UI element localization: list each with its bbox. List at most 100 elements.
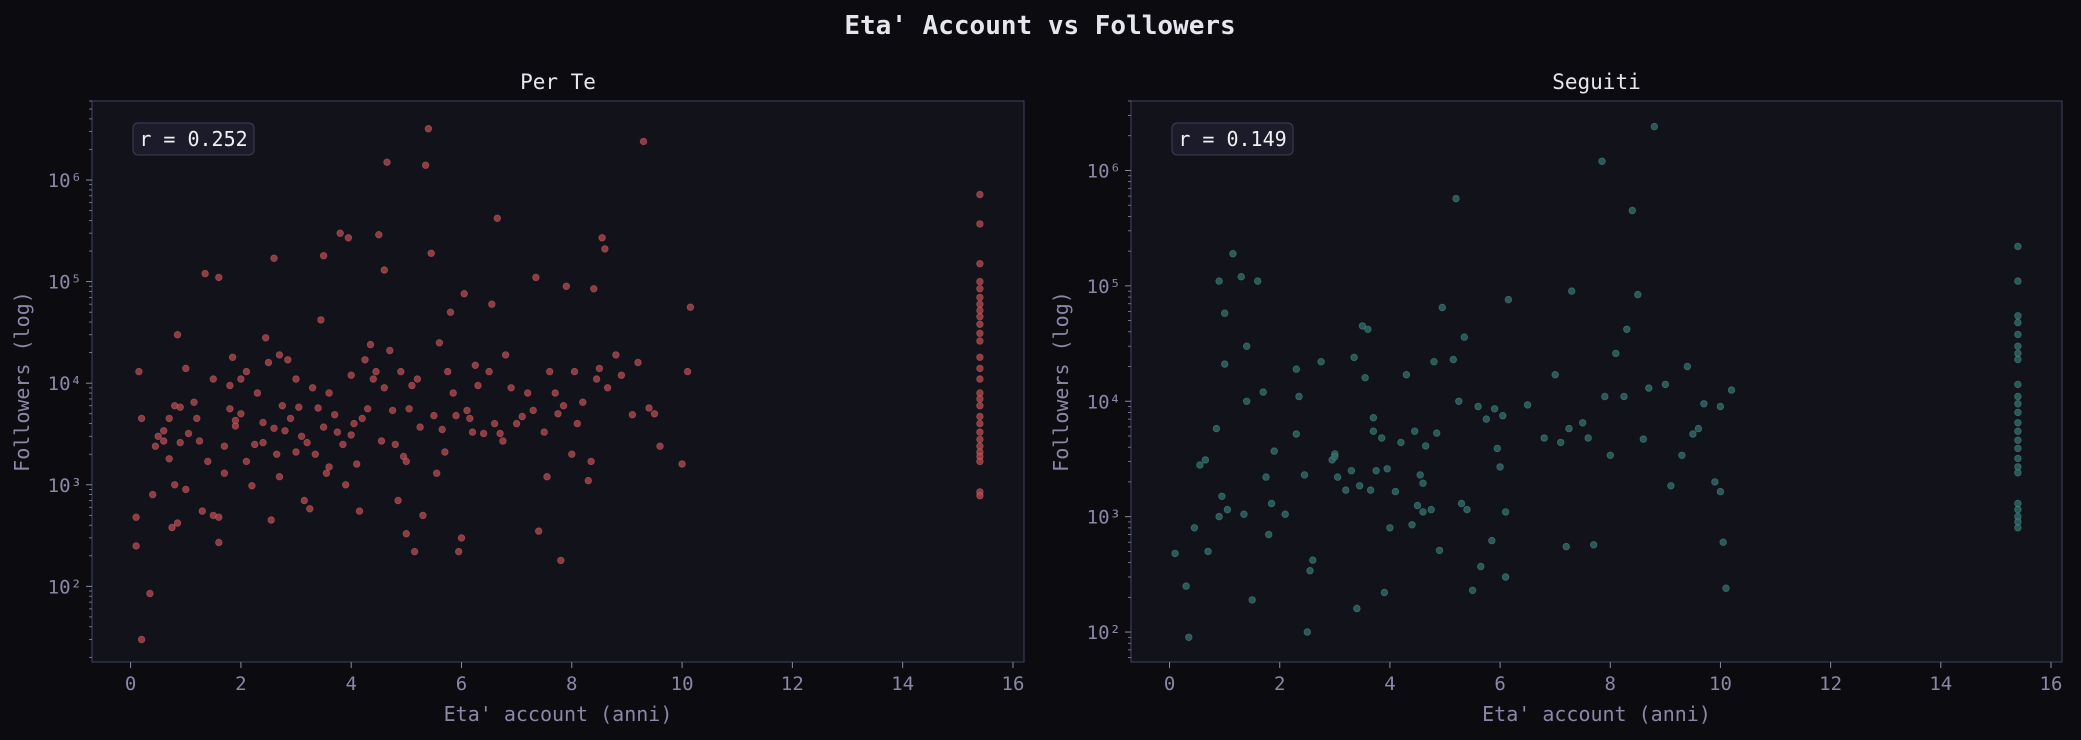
data-point [463,406,471,415]
data-point [976,329,984,337]
data-point [493,214,501,222]
data-point [336,229,344,237]
data-point [1457,499,1466,508]
data-point [176,438,184,447]
data-point [405,405,413,413]
data-point [430,411,438,420]
data-point [353,460,361,468]
data-point [1678,451,1686,459]
data-point [165,414,173,423]
data-point [408,381,416,390]
data-point [2014,419,2022,427]
data-point [226,381,234,390]
data-point [388,406,397,415]
data-point [1463,505,1471,514]
scatter-panel-seguiti: Seguiti 0 2 4 6 8 10 12 14 16 10² 10³ 10⁴ 10⁵ 10⁶ Eta' … [1049,70,2063,726]
data-point [319,251,328,260]
data-point [1493,444,1501,453]
data-point [333,428,342,436]
plot-border [1130,100,2063,663]
x-tick-label: 8 [566,673,577,695]
data-point [976,320,984,328]
x-tick-label: 4 [345,673,356,695]
data-point [976,313,984,321]
data-point [386,346,394,355]
data-point [195,437,204,445]
data-point [262,334,270,342]
data-point [424,124,433,133]
data-point [173,519,182,527]
data-point [1612,349,1620,358]
data-point [1430,358,1438,366]
data-point [449,389,457,397]
data-point [1391,487,1400,496]
data-point [154,432,162,440]
data-point [226,405,234,413]
data-point [628,411,637,419]
data-point [1248,596,1256,604]
data-point [182,485,190,494]
data-point [190,398,198,406]
data-point [132,542,140,550]
data-point [1623,325,1631,333]
data-point [421,161,430,169]
data-point [466,414,474,423]
data-point [976,293,984,302]
correlation-label: r = 0.149 [1178,127,1286,151]
data-point [1477,562,1485,571]
data-point [1350,353,1358,362]
data-point [485,367,493,376]
scatter-panel-per-te: Per Te 0 2 4 6 8 10 12 14 16 10² 10³ 10⁴ 10⁵ 10⁶ Eta' a… [10,70,1025,726]
x-tick-label: 14 [891,673,914,695]
data-point [364,405,372,413]
data-point [2014,454,2022,463]
data-point [976,375,984,383]
data-point [132,513,140,521]
data-point [267,516,275,524]
data-point [976,395,984,403]
data-point [1589,541,1598,549]
data-point [1237,273,1245,281]
data-point [2014,436,2022,444]
data-point [634,358,642,367]
data-point [259,418,267,427]
data-point [976,402,984,410]
data-point [1303,628,1311,636]
data-point [1292,430,1300,438]
data-point [204,457,212,466]
y-axis-label: Followers (log) [1049,291,1073,472]
data-point [1295,392,1303,401]
data-point [1369,414,1378,422]
data-point [1342,486,1350,494]
data-point [2014,524,2022,532]
data-point [976,285,984,293]
data-point [976,220,984,228]
data-point [215,538,223,547]
y-tick-label: 10⁵ [1087,276,1121,298]
data-point [394,496,402,505]
data-point [551,389,559,397]
x-tick-label: 6 [456,673,467,695]
data-point [1719,538,1727,546]
figure-title: Eta' Account vs Followers [844,11,1235,41]
data-point [1468,586,1477,594]
data-point [524,389,532,397]
x-tick-label: 16 [1002,673,1025,695]
correlation-box [132,122,255,156]
data-point [529,406,537,415]
data-point [427,249,435,257]
data-point [303,438,311,447]
data-point [518,412,526,421]
data-point [2014,342,2022,350]
data-point [350,419,358,428]
data-point [1306,567,1314,575]
data-point [416,423,424,431]
data-point [1182,582,1190,590]
data-point [2014,469,2022,477]
data-point [446,308,455,316]
data-point [976,492,984,500]
data-point [397,367,405,376]
data-point [543,473,551,481]
y-tick-label: 10³ [48,475,82,497]
data-point [146,589,154,598]
